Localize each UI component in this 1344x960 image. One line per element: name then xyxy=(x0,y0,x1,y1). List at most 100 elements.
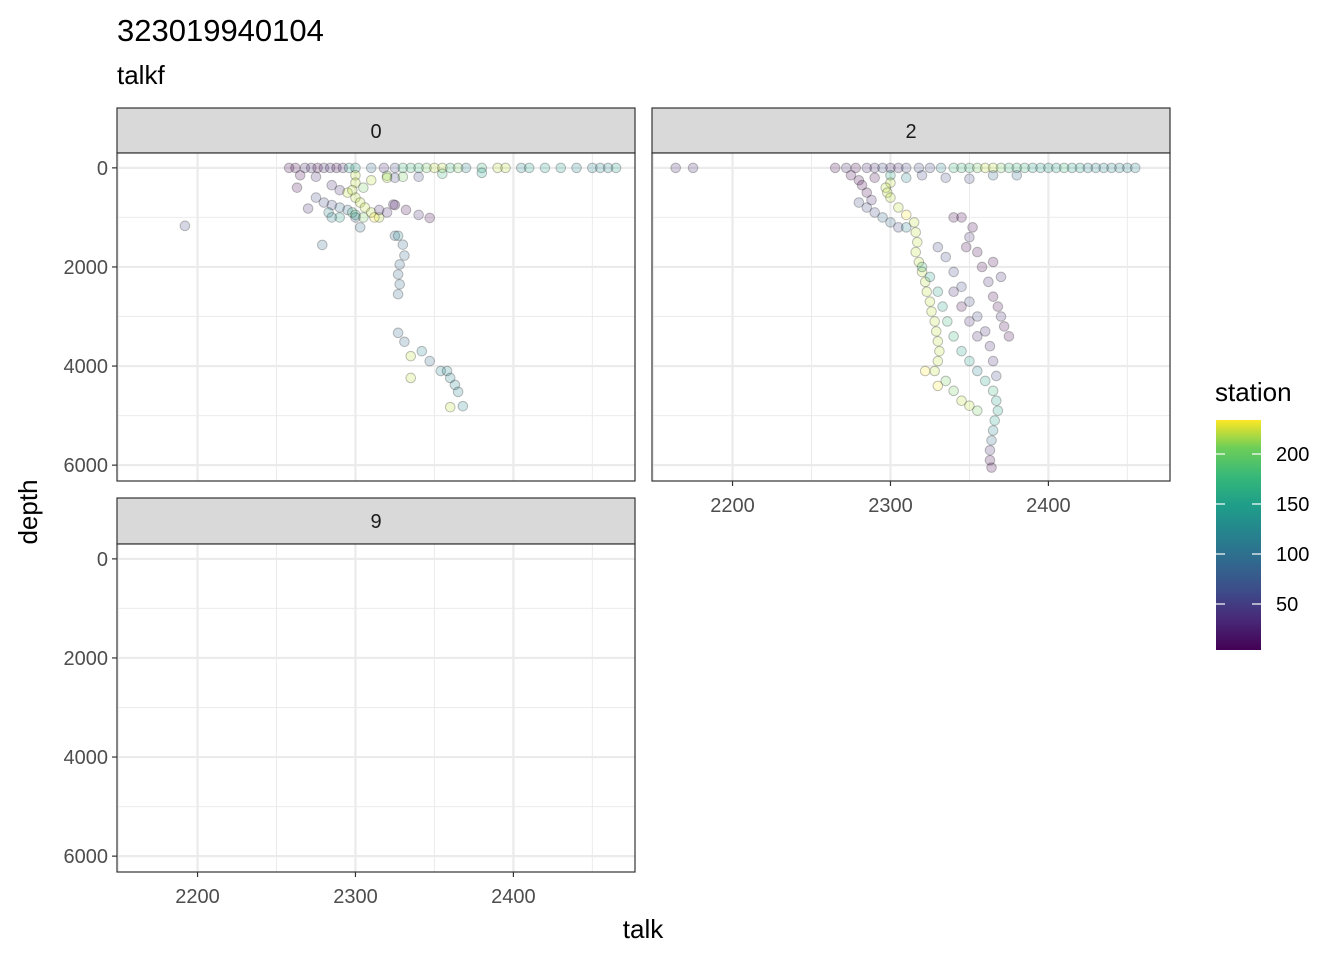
data-point xyxy=(934,345,945,357)
data-point xyxy=(913,256,925,268)
facet-strip-label: 9 xyxy=(370,511,381,533)
data-point xyxy=(343,162,355,174)
data-point xyxy=(424,212,435,224)
data-point xyxy=(987,355,999,367)
y-tick-label: 6000 xyxy=(64,846,109,868)
data-point xyxy=(893,202,904,213)
data-point xyxy=(416,345,428,357)
data-point xyxy=(1074,162,1086,174)
data-point xyxy=(935,162,947,174)
facet-strip-label: 2 xyxy=(905,121,916,143)
data-point xyxy=(987,385,999,397)
data-point xyxy=(989,415,1001,426)
panel-border xyxy=(651,152,1171,482)
data-point xyxy=(956,212,967,223)
data-point xyxy=(331,162,342,174)
data-point xyxy=(389,199,401,211)
data-point xyxy=(381,207,393,218)
data-point xyxy=(1066,162,1078,174)
data-point xyxy=(979,162,991,174)
data-point xyxy=(365,174,377,186)
y-tick-label: 2000 xyxy=(64,257,109,279)
panel-border xyxy=(116,543,636,873)
data-point xyxy=(987,291,999,302)
data-point xyxy=(948,385,959,397)
data-point xyxy=(476,167,488,179)
data-point xyxy=(1050,162,1062,174)
y-tick-label: 4000 xyxy=(64,747,109,769)
data-point xyxy=(924,271,936,283)
x-tick-label: 2200 xyxy=(710,495,755,517)
data-point xyxy=(979,375,991,387)
data-point xyxy=(948,331,959,342)
data-point xyxy=(861,202,873,213)
data-point xyxy=(1027,162,1038,174)
chart-title: 323019940104 xyxy=(117,13,324,48)
data-point xyxy=(948,266,959,278)
data-point xyxy=(394,259,405,270)
data-point xyxy=(956,345,967,357)
data-point xyxy=(967,222,978,233)
data-point xyxy=(310,171,322,183)
data-point xyxy=(932,380,944,392)
data-point xyxy=(932,286,944,298)
data-point xyxy=(919,276,931,288)
data-point xyxy=(964,173,975,185)
data-point xyxy=(354,222,366,233)
data-point xyxy=(365,207,377,218)
data-point xyxy=(1035,162,1046,174)
data-point xyxy=(413,171,424,183)
data-point xyxy=(429,162,440,174)
data-point xyxy=(916,266,928,278)
data-point xyxy=(397,162,409,174)
data-point xyxy=(291,182,303,193)
data-point xyxy=(987,169,999,181)
data-point xyxy=(932,335,944,347)
data-point xyxy=(476,162,488,174)
facet-panel-0: 0 0 2000 4000 6000 xyxy=(64,107,636,482)
data-point xyxy=(1003,331,1015,342)
data-point xyxy=(956,281,967,293)
data-point xyxy=(856,179,868,191)
data-point xyxy=(850,162,862,174)
data-point xyxy=(972,246,983,258)
data-point xyxy=(571,162,582,174)
data-point xyxy=(1098,162,1109,174)
legend-tick-label: 200 xyxy=(1276,444,1309,466)
x-tick-label: 2400 xyxy=(1026,495,1071,517)
y-tick-label: 0 xyxy=(97,158,108,180)
data-point xyxy=(995,311,1007,322)
data-point xyxy=(972,405,983,416)
data-point xyxy=(861,187,873,198)
data-point xyxy=(452,162,464,174)
data-point xyxy=(948,212,959,223)
data-point xyxy=(381,170,393,182)
data-point xyxy=(670,162,681,174)
data-point xyxy=(972,162,983,174)
data-point xyxy=(987,425,999,436)
data-point xyxy=(515,162,527,174)
data-point xyxy=(365,162,377,174)
data-point xyxy=(885,192,896,203)
data-point xyxy=(845,169,857,181)
data-point xyxy=(956,395,967,407)
data-point xyxy=(940,251,952,263)
data-point xyxy=(900,162,912,174)
data-point xyxy=(893,162,904,174)
data-point xyxy=(990,395,1002,407)
data-point xyxy=(399,250,410,261)
data-point xyxy=(444,372,456,384)
data-point xyxy=(900,172,912,184)
data-point xyxy=(392,230,404,242)
data-point xyxy=(885,217,896,228)
facet-strip xyxy=(116,497,636,545)
data-point xyxy=(983,276,994,288)
data-point xyxy=(984,444,996,456)
data-point xyxy=(924,162,936,174)
data-point xyxy=(912,236,923,248)
data-point xyxy=(910,246,922,258)
data-point xyxy=(885,177,896,189)
data-point xyxy=(964,400,975,411)
data-point xyxy=(452,386,464,398)
data-point xyxy=(305,162,317,174)
